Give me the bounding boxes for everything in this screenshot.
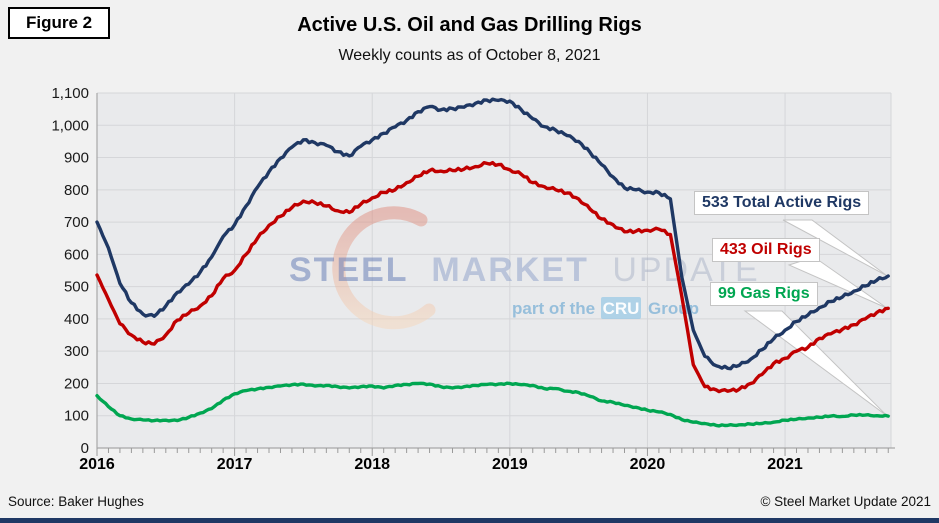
data-series [95, 97, 890, 428]
x-axis-tick-label: 2021 [767, 456, 803, 473]
watermark-tagline-prefix: part of the [512, 299, 595, 318]
annotation-oil-rigs: 433 Oil Rigs [712, 238, 820, 262]
annotation-total-rigs: 533 Total Active Rigs [694, 191, 870, 215]
cru-logo-text: CRU [603, 299, 640, 318]
x-axis-tick-label: 2020 [630, 456, 666, 473]
y-axis-tick-label: 1,000 [51, 117, 89, 134]
y-axis-tick-label: 0 [81, 440, 89, 457]
watermark-word-steel: STEEL [289, 251, 408, 289]
copyright-note: © Steel Market Update 2021 [760, 494, 931, 509]
y-axis-tick-label: 600 [64, 246, 89, 263]
gridlines [97, 92, 892, 448]
y-axis-tick-label: 800 [64, 182, 89, 199]
x-axis-tick-label: 2018 [354, 456, 390, 473]
watermark: STEEL MARKET UPDATE part of the CRU Grou… [289, 206, 760, 330]
y-axis-tick-label: 700 [64, 214, 89, 231]
series-line-total [95, 97, 890, 371]
footer-bar [0, 518, 939, 523]
watermark-crescent-icon [332, 206, 436, 330]
y-axis-tick-label: 900 [64, 150, 89, 167]
y-axis-tick-label: 300 [64, 343, 89, 360]
x-axis-tick-label: 2017 [217, 456, 253, 473]
axes: 2016 2017 2018 2019 2020 2021 0 100 200 300 400 500… [51, 85, 895, 473]
source-note: Source: Baker Hughes [8, 494, 144, 509]
callout-leaders [743, 219, 888, 417]
y-axis-tick-label: 500 [64, 279, 89, 296]
plot-area-background [97, 93, 891, 448]
series-line-gas [95, 381, 890, 428]
watermark-word-market: MARKET [431, 251, 588, 289]
chart-subtitle: Weekly counts as of October 8, 2021 [338, 47, 601, 64]
chart-title: Active U.S. Oil and Gas Drilling Rigs [297, 14, 642, 36]
callout-leader-total [782, 219, 888, 277]
y-axis-tick-label: 100 [64, 408, 89, 425]
plot-area [97, 93, 891, 448]
figure-label: Figure 2 [8, 7, 111, 39]
y-axis-tick-label: 400 [64, 311, 89, 328]
cru-logo-box [601, 297, 641, 319]
watermark-text: STEEL MARKET UPDATE [289, 251, 760, 289]
annotation-gas-rigs: 99 Gas Rigs [710, 282, 818, 306]
callout-leader-gas [743, 310, 888, 417]
y-axis-tick-label: 1,100 [51, 85, 89, 102]
x-axis-tick-label: 2016 [79, 456, 115, 473]
series-line-oil [95, 160, 890, 394]
x-axis-tick-label: 2019 [492, 456, 528, 473]
y-axis-tick-label: 200 [64, 375, 89, 392]
